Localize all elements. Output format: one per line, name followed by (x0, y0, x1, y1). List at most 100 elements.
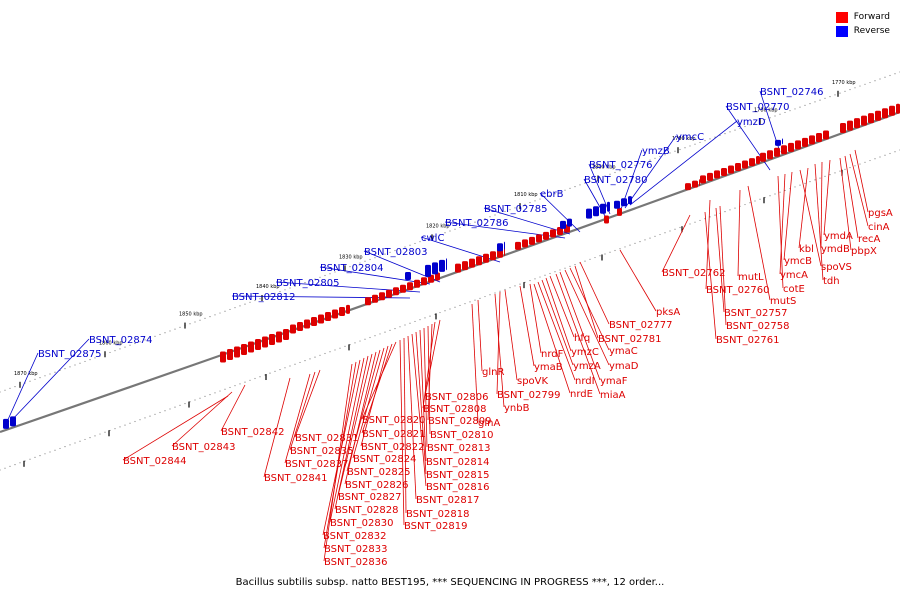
legend-forward[interactable]: Forward (835, 10, 890, 24)
gene-label[interactable]: BSNT_02805 (276, 278, 339, 289)
ruler-dot-bottom (369, 336, 371, 339)
gene-label[interactable]: BSNT_02757 (724, 308, 787, 319)
gene-label[interactable]: BSNT_02781 (598, 334, 661, 345)
gene-label[interactable]: BSNT_02816 (426, 482, 489, 493)
gene-label[interactable]: BSNT_02746 (760, 87, 823, 98)
gene-label[interactable]: BSNT_02806 (425, 392, 488, 403)
gene-label[interactable]: BSNT_02813 (427, 443, 490, 454)
gene-label[interactable]: ymcA (780, 270, 808, 281)
gene-label[interactable]: ymdB (821, 244, 850, 255)
gene-label[interactable]: BSNT_02836 (324, 557, 387, 568)
gene-label[interactable]: BSNT_02814 (426, 457, 489, 468)
ruler-dot-top (654, 157, 656, 159)
gene-label[interactable]: ymaC (609, 346, 638, 357)
gene-label[interactable]: BSNT_02819 (404, 521, 467, 532)
gene-label[interactable]: pbpX (851, 246, 877, 257)
gene-label[interactable]: BSNT_02799 (497, 390, 560, 401)
gene-label[interactable]: ymdA (824, 231, 853, 242)
gene-label[interactable]: BSNT_02844 (123, 456, 186, 467)
gene-label[interactable]: BSNT_02803 (364, 247, 427, 258)
gene-label[interactable]: BSNT_02812 (232, 292, 295, 303)
gene-label[interactable]: BSNT_02833 (324, 544, 387, 555)
gene-label[interactable]: kbl (799, 244, 814, 255)
gene-label[interactable]: nrdE (570, 389, 593, 400)
gene-label[interactable]: recA (858, 234, 881, 245)
gene-label[interactable]: spoVK (517, 376, 549, 387)
gene-label[interactable]: hfq (574, 333, 590, 344)
gene-label[interactable]: BSNT_02815 (426, 470, 489, 481)
gene-label[interactable]: BSNT_02842 (221, 427, 284, 438)
ruler-dot-bottom (634, 242, 636, 244)
gene-label[interactable]: BSNT_02762 (662, 268, 725, 279)
gene-label[interactable]: ynbB (504, 403, 530, 414)
gene-label[interactable]: BSNT_02760 (706, 285, 769, 296)
gene-label[interactable]: BSNT_02817 (416, 495, 479, 506)
gene-label[interactable]: tdh (823, 276, 840, 287)
leader-line (263, 377, 291, 478)
ruler-dot-bottom (749, 202, 751, 204)
gene-label[interactable]: ebrB (540, 189, 564, 200)
gene-label[interactable]: mutS (770, 296, 796, 307)
gene-label[interactable]: BSNT_02837 (285, 459, 348, 470)
gene-label[interactable]: BSNT_02809 (428, 416, 491, 427)
gene-label[interactable]: BSNT_02777 (609, 320, 672, 331)
gene-label[interactable]: BSNT_02810 (430, 430, 493, 441)
gene-label[interactable]: BSNT_02828 (335, 505, 398, 516)
gene-label[interactable]: BSNT_02835 (290, 446, 353, 457)
gene-label[interactable]: ymzA (573, 361, 601, 372)
gene-label[interactable]: BSNT_02843 (172, 442, 235, 453)
gene-label[interactable]: BSNT_02826 (345, 480, 408, 491)
gene-label[interactable]: ymcB (784, 256, 812, 267)
gene-label[interactable]: BSNT_02824 (353, 454, 416, 465)
gene-block (774, 147, 780, 157)
gene-label[interactable]: BSNT_02770 (726, 102, 789, 113)
gene-label[interactable]: nrdI (575, 376, 595, 387)
gene-block (749, 158, 755, 167)
gene-label[interactable]: cwlC (421, 233, 444, 244)
gene-block (795, 140, 801, 150)
gene-label[interactable]: BSNT_02776 (589, 160, 652, 171)
ruler-dot-bottom (614, 249, 616, 252)
gene-label[interactable]: glnR (482, 367, 504, 378)
gene-label[interactable]: BSNT_02786 (445, 218, 508, 229)
gene-label[interactable]: BSNT_02830 (330, 518, 393, 529)
gene-label[interactable]: BSNT_02875 (38, 349, 101, 360)
gene-label[interactable]: ymcC (676, 132, 704, 143)
gene-label[interactable]: BSNT_02821 (362, 429, 425, 440)
ruler-dot-top (639, 163, 641, 165)
gene-label[interactable]: ymaB (534, 362, 563, 373)
gene-label[interactable]: BSNT_02825 (347, 467, 410, 478)
gene-label[interactable]: BSNT_02832 (323, 531, 386, 542)
gene-label[interactable]: miaA (600, 390, 626, 401)
gene-label[interactable]: BSNT_02841 (264, 473, 327, 484)
gene-label[interactable]: BSNT_02874 (89, 335, 152, 346)
gene-labels[interactable]: BSNT_02746 BSNT_02770 ymzD ymcC ymzB BSNT_027… (38, 87, 893, 568)
gene-label[interactable]: pgsA (868, 208, 893, 219)
gene-label[interactable]: BSNT_02822 (361, 442, 424, 453)
gene-label[interactable]: ymaF (600, 376, 628, 387)
gene-label[interactable]: ymzB (642, 146, 670, 157)
gene-label[interactable]: BSNT_02827 (338, 492, 401, 503)
gene-label[interactable]: ymaD (609, 361, 639, 372)
gene-block (685, 183, 691, 191)
gene-label[interactable]: BSNT_02758 (726, 321, 789, 332)
gene-label[interactable]: spoVS (821, 262, 852, 273)
gene-label[interactable]: cinA (868, 222, 890, 233)
gene-label[interactable]: BSNT_02785 (484, 204, 547, 215)
gene-label[interactable]: BSNT_02818 (406, 509, 469, 520)
gene-label[interactable]: mutL (738, 272, 764, 283)
gene-label[interactable]: cotE (783, 284, 805, 295)
gene-label[interactable]: BSNT_02780 (584, 175, 647, 186)
gene-label[interactable]: BSNT_02761 (716, 335, 779, 346)
gene-label[interactable]: ymzC (571, 347, 599, 358)
gene-label[interactable]: pksA (656, 307, 680, 318)
gene-label[interactable]: glnA (478, 418, 500, 429)
gene-label[interactable]: BSNT_02820 (362, 415, 425, 426)
gene-label[interactable]: BSNT_02808 (423, 404, 486, 415)
gene-label[interactable]: BSNT_02804 (320, 263, 383, 274)
ruler-dot-top (394, 249, 396, 252)
gene-label[interactable]: nrdF (541, 349, 564, 360)
legend-reverse[interactable]: Reverse (835, 24, 890, 38)
gene-label[interactable]: ymzD (737, 117, 766, 128)
gene-label[interactable]: BSNT_02831 (295, 433, 358, 444)
